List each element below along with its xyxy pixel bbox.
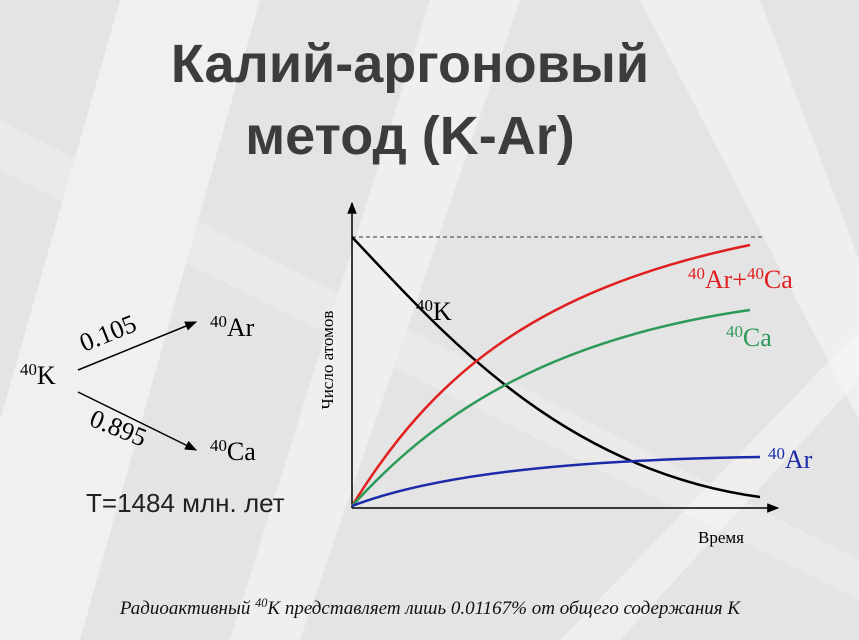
curve-k — [351, 236, 761, 499]
text-part: Ar — [785, 445, 813, 474]
text-part: Радиоактивный — [119, 598, 255, 619]
y-label: Число атомов — [318, 311, 337, 410]
text-part: 40 — [688, 264, 705, 283]
branch-arrow — [77, 391, 198, 451]
curve-ar — [351, 455, 761, 508]
text-part: K представляет лишь 0.01167% от общего с… — [266, 598, 741, 619]
curve-ar-ca — [350, 243, 751, 507]
text-part: 40 — [210, 436, 227, 455]
curve-label: 40K — [416, 296, 452, 327]
curve-label: 40Ca — [726, 322, 772, 353]
product-nuclide: 40Ar — [210, 312, 255, 343]
x-label: Время — [698, 528, 744, 547]
text-part: 40 — [20, 360, 37, 379]
graph: Число атомов Время 40K 40Ar+40Ca 40Ca 40… — [318, 201, 813, 547]
curve-label: 40Ar — [768, 444, 813, 475]
title-line: Калий-аргоновый — [171, 34, 649, 94]
text-part: 40 — [255, 596, 268, 610]
text-part: Ca — [743, 323, 772, 352]
text-part: 40 — [416, 296, 433, 315]
text-part: 40 — [747, 264, 764, 283]
half-life: T=1484 млн. лет — [86, 488, 285, 518]
text-part: Ca — [764, 265, 793, 294]
text-part: K — [37, 361, 56, 390]
text-part: Ar — [227, 313, 255, 342]
branch-arrow — [77, 321, 198, 371]
text-part: 40 — [768, 444, 785, 463]
curve-ca — [351, 308, 751, 507]
title-line: метод (K-Ar) — [245, 106, 575, 166]
parent-nuclide: 40K — [20, 360, 56, 391]
text-part: 40 — [210, 312, 227, 331]
curve-label: 40Ar+40Ca — [688, 264, 793, 295]
product-nuclide: 40Ca — [210, 436, 256, 467]
text-part: K — [433, 297, 452, 326]
text-part: Ar+ — [705, 265, 747, 294]
title: Калий-аргоновый метод (K-Ar) — [171, 34, 649, 166]
text-part: 40 — [726, 322, 743, 341]
text-part: Ca — [227, 437, 256, 466]
footer: Радиоактивный 40K представляет лишь 0.01… — [119, 596, 741, 619]
